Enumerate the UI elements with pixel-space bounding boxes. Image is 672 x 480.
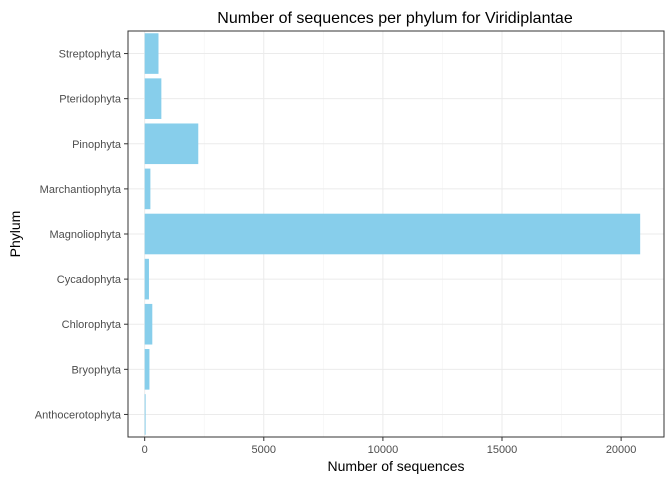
bar-pteridophyta — [144, 78, 162, 119]
x-tick-label: 0 — [142, 444, 148, 456]
bar-chlorophyta — [144, 303, 153, 345]
y-tick-label: Pteridophyta — [59, 94, 122, 106]
chart-title: Number of sequences per phylum for Virid… — [217, 10, 573, 27]
y-tick-label: Anthocerotophyta — [35, 409, 122, 421]
x-tick-label: 5000 — [252, 444, 276, 456]
bar-streptophyta — [144, 33, 159, 74]
y-axis-ticks: Anthocerotophyta Bryophyta Chlorophyta Cyca… — [35, 49, 128, 421]
y-tick-label: Pinophyta — [72, 139, 122, 151]
bar-pinophyta — [144, 123, 199, 165]
y-tick-label: Bryophyta — [71, 364, 121, 376]
bar-bryophyta — [144, 349, 150, 390]
bar-anthocerotophyta — [144, 394, 146, 435]
y-axis-title: Phylum — [7, 211, 23, 258]
y-tick-label: Magnoliophyta — [49, 229, 121, 241]
x-tick-label: 10000 — [368, 444, 399, 456]
x-tick-label: 15000 — [487, 444, 518, 456]
y-tick-label: Streptophyta — [59, 49, 122, 61]
bar-magnoliophyta — [144, 213, 641, 255]
y-tick-label: Marchantiophyta — [40, 184, 122, 196]
y-tick-label: Chlorophyta — [62, 319, 122, 331]
x-axis-ticks: 0 5000 10000 15000 20000 — [142, 437, 637, 456]
bar-marchantiophyta — [144, 168, 151, 210]
y-tick-label: Cycadophyta — [57, 274, 122, 286]
bars — [144, 33, 641, 435]
bar-cycadophyta — [144, 258, 149, 300]
x-axis-title: Number of sequences — [328, 458, 465, 474]
x-tick-label: 20000 — [606, 444, 637, 456]
